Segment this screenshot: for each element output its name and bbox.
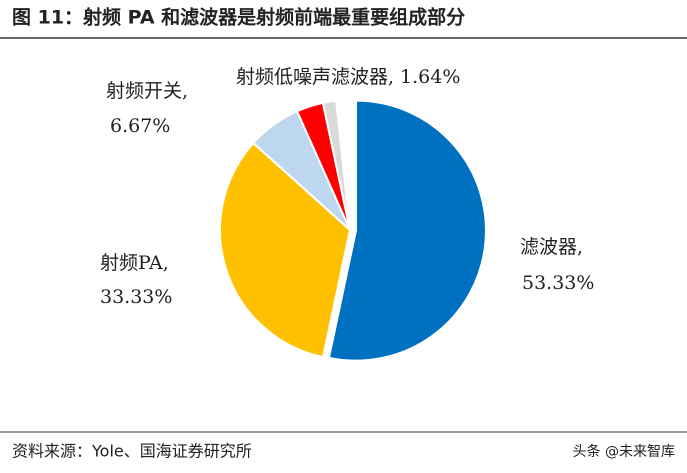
pie-slice (321, 99, 351, 231)
pie-slice (219, 141, 352, 359)
slice-label: 射频PA, (100, 252, 169, 274)
chart-title: 图 11：射频 PA 和滤波器是射频前端最重要组成部分 (12, 6, 465, 29)
slice-label: 射频低噪声滤波器, (236, 66, 394, 88)
slice-label: 射频开关, (106, 80, 188, 102)
value-label: 1.64% (400, 66, 460, 88)
value-label: 53.33% (522, 272, 594, 294)
slice-label: 滤波器, (520, 236, 583, 258)
watermark: 头条 @未来智库 (573, 443, 675, 460)
source: 资料来源：Yole、国海证券研究所 (12, 442, 252, 461)
value-label: 33.33% (100, 286, 172, 308)
value-label: 6.67% (110, 115, 170, 137)
pie-slice (327, 99, 487, 362)
